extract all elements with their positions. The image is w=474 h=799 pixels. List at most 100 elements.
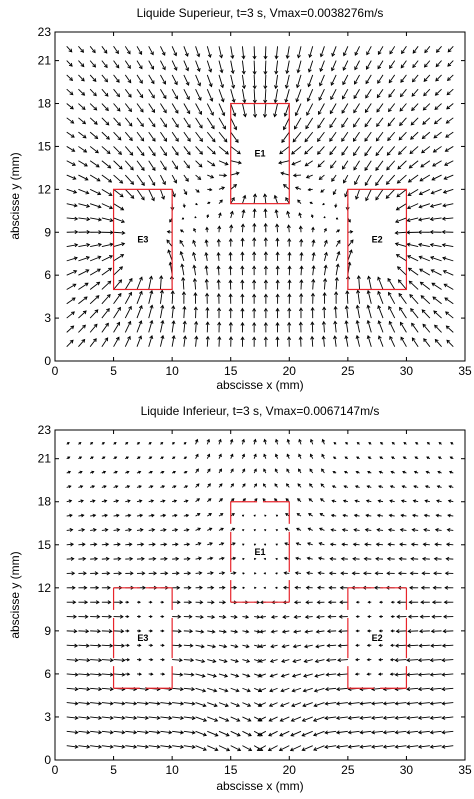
vector-arrow-head bbox=[429, 217, 434, 222]
vector-arrow bbox=[260, 616, 266, 618]
vector-arrow-head bbox=[257, 717, 262, 722]
vector-arrow-head bbox=[309, 468, 313, 472]
vector-arrow-head bbox=[130, 166, 134, 171]
vector-arrow bbox=[242, 730, 252, 737]
vector-arrow bbox=[253, 103, 256, 118]
vector-arrow bbox=[336, 745, 348, 748]
vector-arrow-head bbox=[286, 210, 291, 215]
vector-arrow bbox=[90, 716, 102, 719]
vector-arrow bbox=[66, 325, 74, 333]
vector-arrow-head bbox=[364, 123, 369, 128]
vector-arrow-head bbox=[213, 688, 218, 693]
vector-arrow-head bbox=[294, 571, 299, 575]
vector-arrow-head bbox=[364, 182, 369, 187]
vector-arrow bbox=[259, 644, 266, 648]
vector-arrow-head bbox=[115, 499, 120, 503]
vector-arrow-head bbox=[209, 97, 214, 102]
vector-arrow-head bbox=[382, 730, 387, 735]
vector-arrow-head bbox=[323, 251, 328, 256]
vector-arrow-head bbox=[274, 209, 279, 214]
vector-arrow-head bbox=[298, 321, 303, 326]
vector-arrow-head bbox=[93, 106, 98, 111]
vector-arrow-head bbox=[172, 456, 176, 460]
vector-arrow-head bbox=[293, 614, 298, 619]
vector-arrow-head bbox=[307, 527, 312, 531]
vector-arrow-head bbox=[247, 703, 252, 707]
vector-arrow-head bbox=[436, 499, 440, 503]
vector-arrow bbox=[101, 702, 113, 705]
vector-arrow bbox=[230, 74, 235, 89]
vector-arrow bbox=[101, 203, 113, 209]
electrode-outline bbox=[347, 188, 408, 291]
vector-arrow bbox=[388, 74, 396, 83]
vector-arrow bbox=[397, 174, 407, 184]
vector-arrow bbox=[90, 243, 102, 248]
vector-arrow-head bbox=[302, 703, 307, 708]
vector-arrow-head bbox=[163, 152, 167, 157]
vector-arrow bbox=[377, 60, 384, 69]
vector-arrow-head bbox=[152, 556, 157, 561]
vector-arrow-head bbox=[241, 85, 246, 90]
vector-arrow-head bbox=[367, 470, 371, 474]
vector-arrow-head bbox=[421, 135, 426, 140]
vector-arrow bbox=[89, 117, 98, 125]
vector-arrow-head bbox=[292, 644, 297, 649]
vector-arrow bbox=[446, 103, 454, 110]
vector-arrow-head bbox=[232, 542, 236, 546]
vector-arrow-head bbox=[422, 323, 427, 328]
vector-arrow-head bbox=[333, 305, 338, 310]
vector-arrow-head bbox=[355, 319, 360, 324]
vector-arrow-head bbox=[163, 137, 168, 142]
vector-arrow-head bbox=[109, 730, 114, 735]
vector-arrow-head bbox=[240, 251, 245, 256]
vector-arrow-head bbox=[355, 658, 359, 662]
vector-arrow bbox=[388, 543, 395, 546]
vector-arrow-head bbox=[161, 195, 165, 200]
vector-arrow bbox=[431, 269, 442, 276]
vector-arrow bbox=[386, 160, 396, 171]
vector-arrow-head bbox=[287, 336, 292, 341]
vector-arrow-head bbox=[399, 122, 403, 127]
vector-arrow bbox=[195, 716, 207, 722]
x-tick-label: 25 bbox=[341, 364, 355, 378]
vector-arrow-head bbox=[424, 499, 428, 503]
vector-arrow-head bbox=[307, 187, 311, 192]
electrode-label-e2: E2 bbox=[372, 234, 383, 244]
vector-arrow bbox=[435, 529, 442, 531]
vector-arrow-head bbox=[408, 600, 413, 605]
vector-arrow bbox=[230, 60, 234, 74]
vector-arrow bbox=[409, 160, 419, 169]
vector-arrow-head bbox=[281, 644, 286, 649]
vector-arrow-head bbox=[126, 600, 130, 604]
vector-arrow-head bbox=[138, 643, 142, 647]
vector-arrow-head bbox=[302, 688, 307, 693]
vector-arrow-head bbox=[130, 195, 135, 199]
vector-arrow bbox=[388, 88, 396, 98]
vector-arrow bbox=[325, 745, 337, 748]
vector-arrow bbox=[124, 103, 132, 112]
vector-arrow bbox=[218, 146, 229, 155]
vector-arrow bbox=[205, 239, 208, 247]
vector-arrow bbox=[278, 160, 290, 164]
vector-arrow-head bbox=[441, 715, 446, 720]
vector-arrow bbox=[292, 673, 302, 677]
vector-arrow-head bbox=[210, 111, 214, 116]
vector-arrow bbox=[316, 630, 325, 633]
vector-arrow bbox=[171, 174, 177, 184]
vector-arrow bbox=[430, 730, 442, 734]
vector-arrow-head bbox=[395, 206, 400, 211]
vector-arrow-head bbox=[140, 196, 145, 201]
vector-arrow-head bbox=[97, 204, 102, 209]
vector-arrow bbox=[341, 117, 349, 128]
vector-arrow bbox=[423, 529, 430, 531]
vector-arrow bbox=[113, 88, 120, 97]
vector-arrow bbox=[296, 89, 302, 102]
vector-arrow bbox=[420, 281, 431, 290]
vector-arrow-head bbox=[120, 219, 126, 224]
vector-arrow-head bbox=[117, 556, 122, 561]
vector-arrow-head bbox=[337, 643, 342, 648]
vector-arrow bbox=[290, 745, 302, 751]
vector-arrow bbox=[230, 146, 241, 155]
vector-arrow-head bbox=[396, 266, 401, 271]
vector-arrow bbox=[125, 716, 137, 719]
